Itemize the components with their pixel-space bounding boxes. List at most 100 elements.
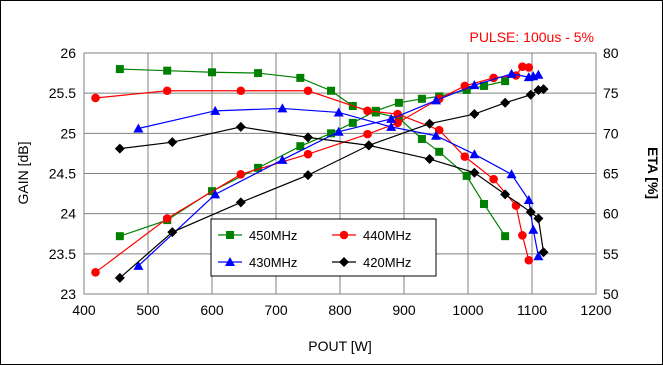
y-left-tick-label: 25.5 xyxy=(49,85,76,101)
450mhz-gain-point xyxy=(327,86,336,95)
420mhz-gain-point xyxy=(303,132,313,143)
440mhz-eta-point xyxy=(91,268,100,277)
450mhz-eta-point xyxy=(371,106,380,115)
450mhz-gain-point xyxy=(501,232,510,241)
430mhz-eta-point xyxy=(506,68,517,78)
y-right-axis-title: ETA [%] xyxy=(645,147,661,199)
430mhz-eta-point xyxy=(333,126,344,136)
y-left-axis-title: GAIN [dB] xyxy=(15,141,31,204)
y-left-tick-labels: 23 23.5 24 24.5 25 25.5 26 xyxy=(49,45,76,302)
420mhz-eta-point xyxy=(469,109,480,120)
440mhz-gain-point xyxy=(303,86,313,96)
440mhz-gain-point xyxy=(434,125,444,135)
420mhz-eta-point xyxy=(303,170,313,181)
420mhz-gain-point xyxy=(525,207,536,218)
450mhz-eta-point xyxy=(394,98,403,107)
430mhz-eta-series xyxy=(133,68,544,270)
450mhz-gain-point xyxy=(417,134,426,143)
450mhz-gain-point xyxy=(462,171,471,180)
440mhz-gain-point xyxy=(363,106,372,116)
x-tick-label: 1000 xyxy=(452,302,483,318)
440mhz-gain-point xyxy=(524,255,534,265)
curves xyxy=(91,62,549,283)
440mhz-gain-point xyxy=(489,174,498,184)
430mhz-eta-point xyxy=(210,189,221,199)
legend-marker xyxy=(225,257,235,266)
y-left-tick-label: 26 xyxy=(60,45,76,61)
440mhz-eta-point xyxy=(393,118,402,128)
430mhz-gain-point xyxy=(277,103,288,113)
y-left-tick-label: 25 xyxy=(60,125,76,141)
430mhz-gain-point xyxy=(506,169,517,179)
450mhz-eta-point xyxy=(462,85,471,94)
440mhz-eta-point xyxy=(303,149,313,159)
440mhz-gain-point xyxy=(91,93,100,103)
y-right-tick-label: 50 xyxy=(603,286,619,302)
430mhz-eta-point xyxy=(133,260,144,270)
450mhz-eta-point xyxy=(501,77,510,86)
y-right-tick-labels: 50 55 60 65 70 75 80 xyxy=(603,45,619,302)
420mhz-eta-point xyxy=(424,118,435,129)
legend-label: 430MHz xyxy=(249,255,297,270)
420mhz-gain-point xyxy=(114,143,125,154)
440mhz-gain-point xyxy=(236,86,246,96)
legend-label: 450MHz xyxy=(249,228,297,243)
430mhz-eta-point xyxy=(533,69,544,79)
420mhz-eta-point xyxy=(114,272,125,283)
450mhz-eta-point xyxy=(254,163,263,172)
440mhz-gain-series xyxy=(91,86,534,265)
x-axis-title: POUT [W] xyxy=(308,338,372,354)
420mhz-eta-point xyxy=(363,140,374,151)
420mhz-gain-point xyxy=(500,189,511,200)
y-left-tick-label: 24 xyxy=(60,206,76,222)
y-right-tick-label: 80 xyxy=(603,45,619,61)
legend-entry-420mhz: 420MHz xyxy=(332,255,411,270)
x-tick-label: 400 xyxy=(72,302,96,318)
420mhz-gain-series xyxy=(114,121,549,258)
440mhz-eta-point xyxy=(363,129,372,139)
420mhz-eta-point xyxy=(525,89,536,100)
450mhz-gain-point xyxy=(480,200,488,209)
430mhz-gain-point xyxy=(333,107,344,117)
440mhz-gain-point xyxy=(393,109,402,119)
450mhz-gain-point xyxy=(208,68,216,77)
430mhz-gain-point xyxy=(431,130,441,140)
450mhz-gain-point xyxy=(115,65,124,74)
430mhz-gain-point xyxy=(469,149,480,159)
450mhz-eta-point xyxy=(296,142,305,151)
430mhz-gain-point xyxy=(133,123,144,133)
420mhz-gain-point xyxy=(538,247,549,258)
450mhz-eta-point xyxy=(348,118,357,127)
x-tick-label: 500 xyxy=(136,302,160,318)
440mhz-eta-point xyxy=(162,214,172,223)
450mhz-gain-point xyxy=(163,66,172,75)
y-right-tick-label: 75 xyxy=(603,85,619,101)
legend-marker xyxy=(226,231,234,239)
y-left-tick-label: 24.5 xyxy=(49,166,76,182)
440mhz-gain-line xyxy=(95,90,530,261)
420mhz-eta-point xyxy=(235,197,246,208)
legend-label: 440MHz xyxy=(363,228,411,243)
450mhz-gain-point xyxy=(296,73,305,82)
y-left-tick-label: 23.5 xyxy=(49,246,76,262)
440mhz-eta-point xyxy=(518,62,527,71)
legend-marker xyxy=(339,230,349,240)
x-tick-label: 800 xyxy=(328,302,352,318)
440mhz-gain-point xyxy=(162,86,172,96)
420mhz-eta-point xyxy=(500,97,511,108)
450mhz-eta-point xyxy=(115,232,124,241)
legend-marker xyxy=(339,257,349,267)
legend-label: 420MHz xyxy=(363,255,411,270)
420mhz-eta-point xyxy=(538,84,549,95)
legend-entry-450mhz: 450MHz xyxy=(218,228,297,243)
450mhz-gain-point xyxy=(435,147,444,156)
y-right-tick-label: 65 xyxy=(603,166,619,182)
430mhz-eta-point xyxy=(431,95,441,105)
420mhz-eta-series xyxy=(114,84,549,283)
440mhz-eta-point xyxy=(236,170,246,179)
legend: 450MHz 440MHz 430MHz 420MHz xyxy=(210,218,437,277)
440mhz-gain-point xyxy=(518,231,527,240)
450mhz-gain-point xyxy=(254,69,263,78)
430mhz-gain-point xyxy=(386,121,397,131)
